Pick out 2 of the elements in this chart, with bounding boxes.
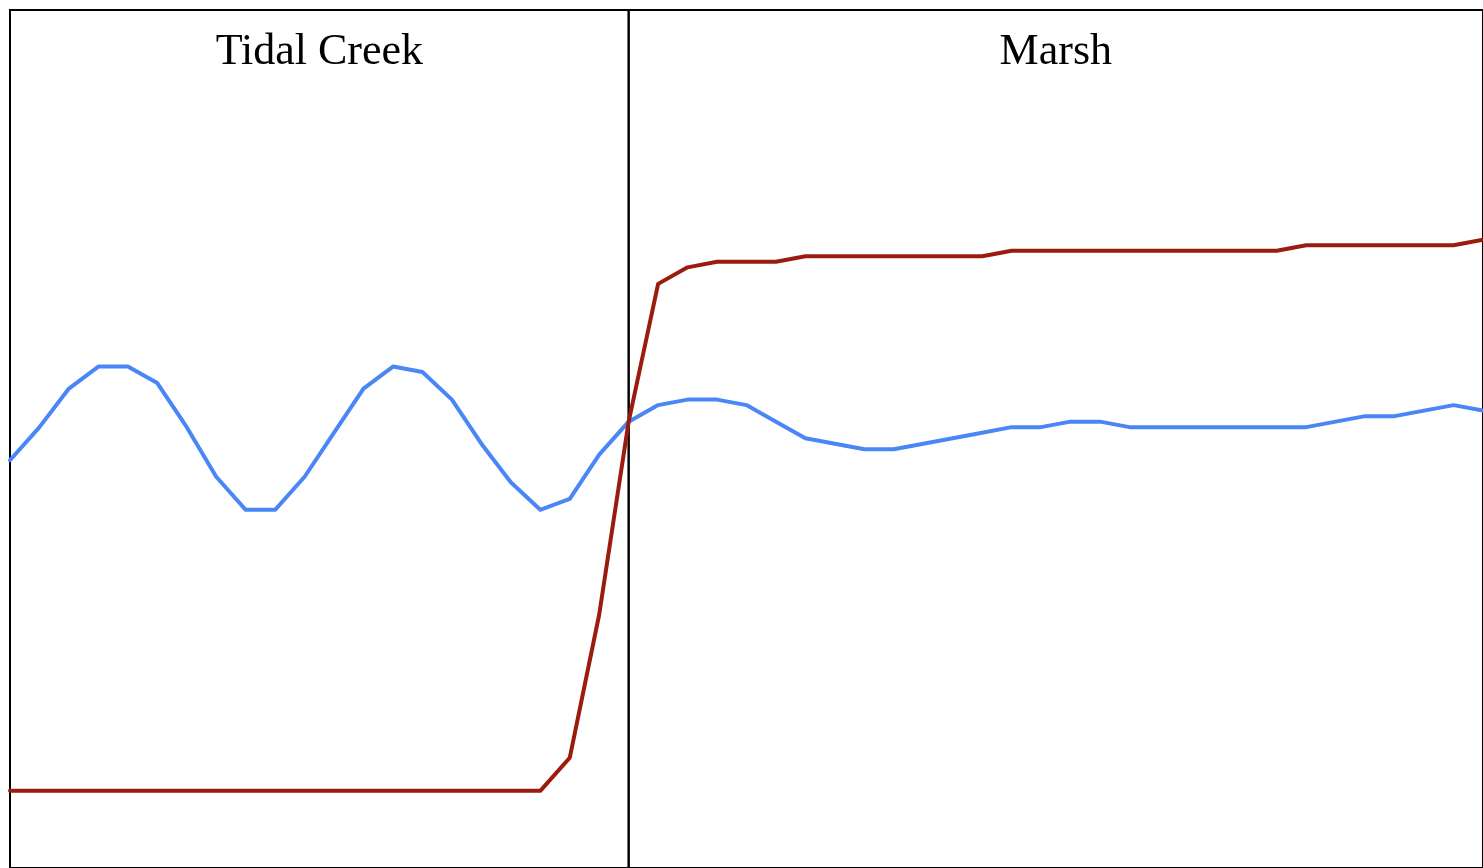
- text: Marsh: [999, 24, 1113, 74]
- text: Tidal Creek: [215, 24, 424, 74]
